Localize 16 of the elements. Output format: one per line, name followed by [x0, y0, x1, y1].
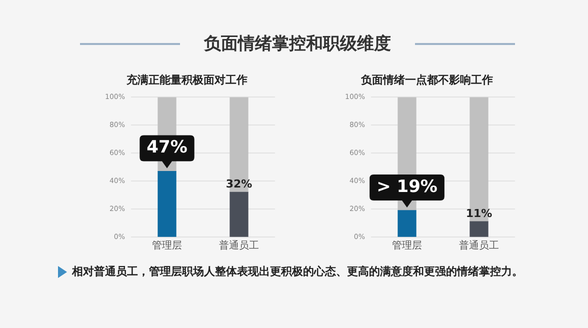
- data-label: > 19%: [376, 176, 438, 197]
- data-label: 32%: [226, 178, 252, 191]
- data-label: 47%: [146, 138, 188, 158]
- text: 相对普通员工，管理层职场人整体表现出更积极的心态、更高的满意度和更强的情绪掌控力。: [72, 264, 523, 279]
- bar: [158, 170, 176, 237]
- chart-title: 充满正能量积极面对工作: [126, 73, 248, 86]
- x-tick-label: 普通员工: [219, 240, 260, 252]
- bar: [398, 210, 416, 237]
- text: 负面情绪掌控和职级维度: [202, 33, 392, 55]
- bar: [470, 221, 488, 237]
- x-tick-label: 管理层: [152, 240, 182, 252]
- chart-title: 负面情绪一点都不影响工作: [360, 73, 493, 86]
- x-tick-label: 管理层: [392, 240, 422, 252]
- data-label: 11%: [466, 206, 492, 220]
- x-tick-label: 普通员工: [459, 240, 500, 252]
- bar: [230, 192, 248, 237]
